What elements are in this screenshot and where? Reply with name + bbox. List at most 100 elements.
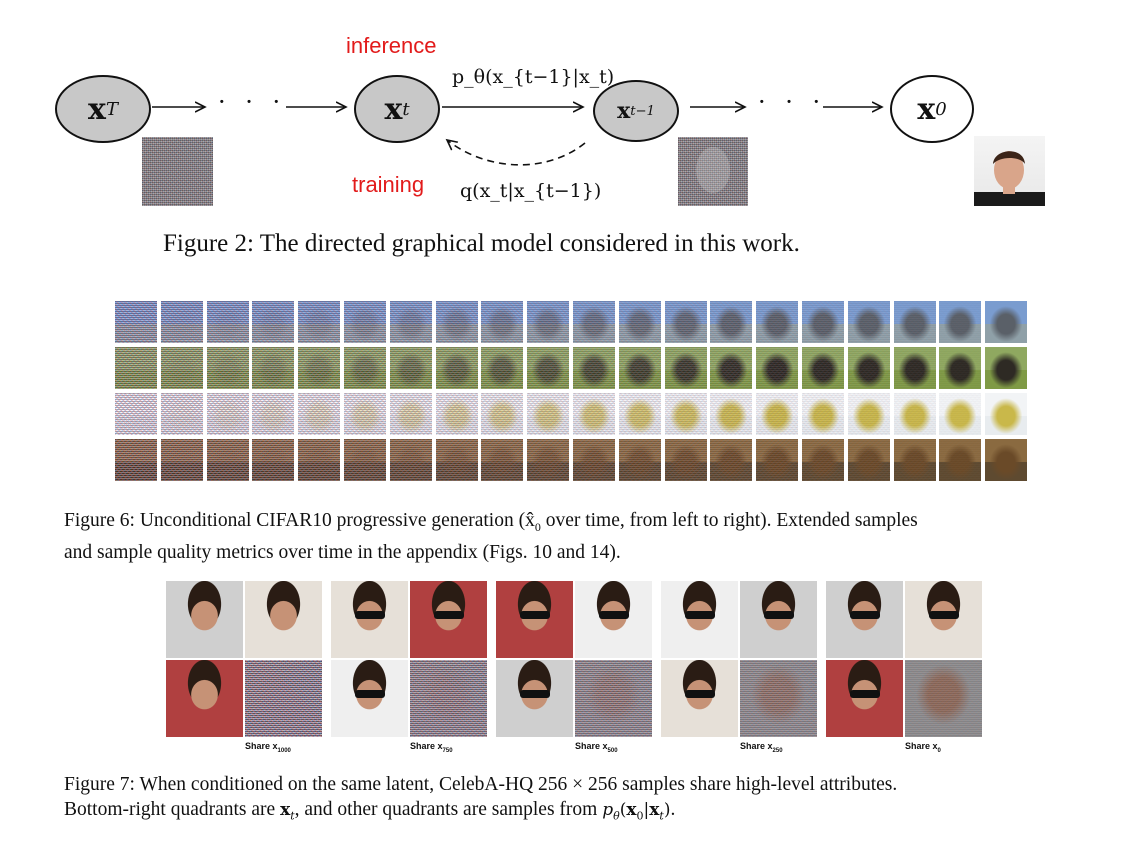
- celeb-quadrant-noisy-xt: [740, 660, 817, 737]
- cifar-cell: [573, 439, 615, 481]
- cifar-cell: [115, 301, 157, 343]
- cifar-cell: [389, 393, 432, 435]
- math-x-t: xt: [280, 800, 295, 823]
- celeb-quadrant-sample: [166, 581, 243, 658]
- share-label-text: Share x: [245, 741, 278, 751]
- share-label: Share x750: [410, 741, 453, 754]
- node-x-t-sub: t: [402, 98, 410, 120]
- share-label-sub: 0: [937, 747, 941, 754]
- label-training: training: [352, 172, 425, 197]
- node-x-T-base: x: [88, 91, 106, 127]
- figure-2-caption-label: Figure 2:: [163, 230, 254, 257]
- node-x-t-minus-1-sub: t−1: [630, 103, 655, 119]
- cifar-cell: [939, 347, 982, 389]
- figure-6-caption-line-2: and sample quality metrics over time in …: [64, 541, 621, 563]
- dots-right: · · ·: [758, 88, 827, 116]
- sunglasses: [520, 690, 550, 698]
- cifar-cell: [160, 347, 203, 389]
- cifar-cell: [710, 347, 753, 389]
- celeb-quadrant-noisy-xt: [905, 660, 982, 737]
- cifar-cell: [344, 439, 386, 481]
- cifar-cell: [618, 347, 661, 389]
- share-label: Share x500: [575, 741, 618, 754]
- cifar-cell: [298, 393, 341, 435]
- cifar-cell: [160, 393, 203, 435]
- cifar-cell: [802, 393, 844, 435]
- share-label-sub: 250: [772, 747, 783, 754]
- celeb-panel: [496, 581, 652, 737]
- cifar-cell: [710, 439, 753, 481]
- figure-6-caption-line-1: Figure 6: Unconditional CIFAR10 progress…: [64, 508, 1084, 540]
- node-x-T-sub: T: [105, 98, 118, 120]
- cifar-cell: [435, 347, 478, 389]
- cifar-cell: [206, 347, 249, 389]
- figure-2-arrows: [152, 0, 1137, 166]
- cifar-cell: [115, 439, 157, 481]
- node-x-t-minus-1: x t−1: [593, 80, 679, 142]
- cifar-cell: [756, 301, 799, 343]
- cifar-cell: [893, 393, 936, 435]
- cifar-cell: [847, 393, 890, 435]
- cifar-cell: [664, 393, 707, 435]
- share-label-text: Share x: [410, 741, 443, 751]
- cifar-cell: [802, 439, 844, 481]
- cifar-cell: [985, 393, 1028, 435]
- cifar-cell: [481, 439, 524, 481]
- cifar-cell: [573, 393, 615, 435]
- celeb-panel: [331, 581, 487, 737]
- sunglasses: [434, 611, 464, 619]
- cifar-cell: [344, 393, 386, 435]
- cifar-cell: [802, 347, 844, 389]
- sunglasses: [355, 611, 385, 619]
- cifar-cell: [435, 439, 478, 481]
- cifar-cell: [252, 301, 295, 343]
- cifar-cell: [985, 301, 1028, 343]
- node-x-t-base: x: [384, 91, 403, 127]
- celeb-panel: [166, 581, 322, 737]
- label-inference: inference: [346, 33, 437, 58]
- figure-7-caption-label: Figure 7:: [64, 774, 135, 795]
- sunglasses: [685, 611, 715, 619]
- celeb-quadrant-sample: [740, 581, 817, 658]
- cifar-cell: [618, 393, 661, 435]
- share-label: Share x0: [905, 741, 941, 754]
- cifar-cell: [893, 439, 936, 481]
- node-x-0-sub: 0: [935, 98, 947, 120]
- celeb-quadrant-sample: [331, 660, 408, 737]
- face-thumbnail-x0: [974, 136, 1045, 206]
- cifar-cell: [710, 301, 753, 343]
- celeb-quadrant-sample: [661, 660, 738, 737]
- share-label-sub: 750: [442, 747, 453, 754]
- sunglasses: [764, 611, 794, 619]
- figure-7-caption-line-1: Figure 7: When conditioned on the same l…: [64, 772, 1094, 797]
- sunglasses: [355, 690, 385, 698]
- cifar-cell: [939, 393, 982, 435]
- figure-6-caption: Figure 6: Unconditional CIFAR10 progress…: [64, 508, 1084, 565]
- cifar-cell: [389, 347, 432, 389]
- cifar-cell: [298, 347, 341, 389]
- cifar-cell: [252, 393, 295, 435]
- celeb-quadrant-sample: [331, 581, 408, 658]
- celeb-quadrant-noisy-xt: [245, 660, 322, 737]
- label-p-theta: p_θ(x_{t−1}|x_t): [452, 66, 615, 88]
- cifar-cell: [527, 439, 570, 481]
- cifar-cell: [618, 301, 661, 343]
- cifar-cell: [481, 347, 524, 389]
- node-x-0-base: x: [917, 91, 936, 127]
- cifar-cell: [435, 301, 478, 343]
- dots-left: · · ·: [218, 88, 287, 116]
- share-label: Share x1000: [245, 741, 291, 754]
- figure-6-caption-label: Figure 6:: [64, 510, 135, 531]
- sunglasses: [599, 611, 629, 619]
- figure-2-caption: Figure 2: The directed graphical model c…: [163, 230, 800, 258]
- face-illustration: [974, 151, 1045, 206]
- cifar-cell: [527, 301, 570, 343]
- node-x-t-minus-1-base: x: [617, 98, 631, 124]
- celeb-panel: [661, 581, 817, 737]
- arrow-xtm1-to-xt-dashed: [447, 140, 586, 166]
- figure-7-caption: Figure 7: When conditioned on the same l…: [64, 772, 1094, 828]
- cifar-cell: [893, 347, 936, 389]
- cifar-cell: [160, 301, 203, 343]
